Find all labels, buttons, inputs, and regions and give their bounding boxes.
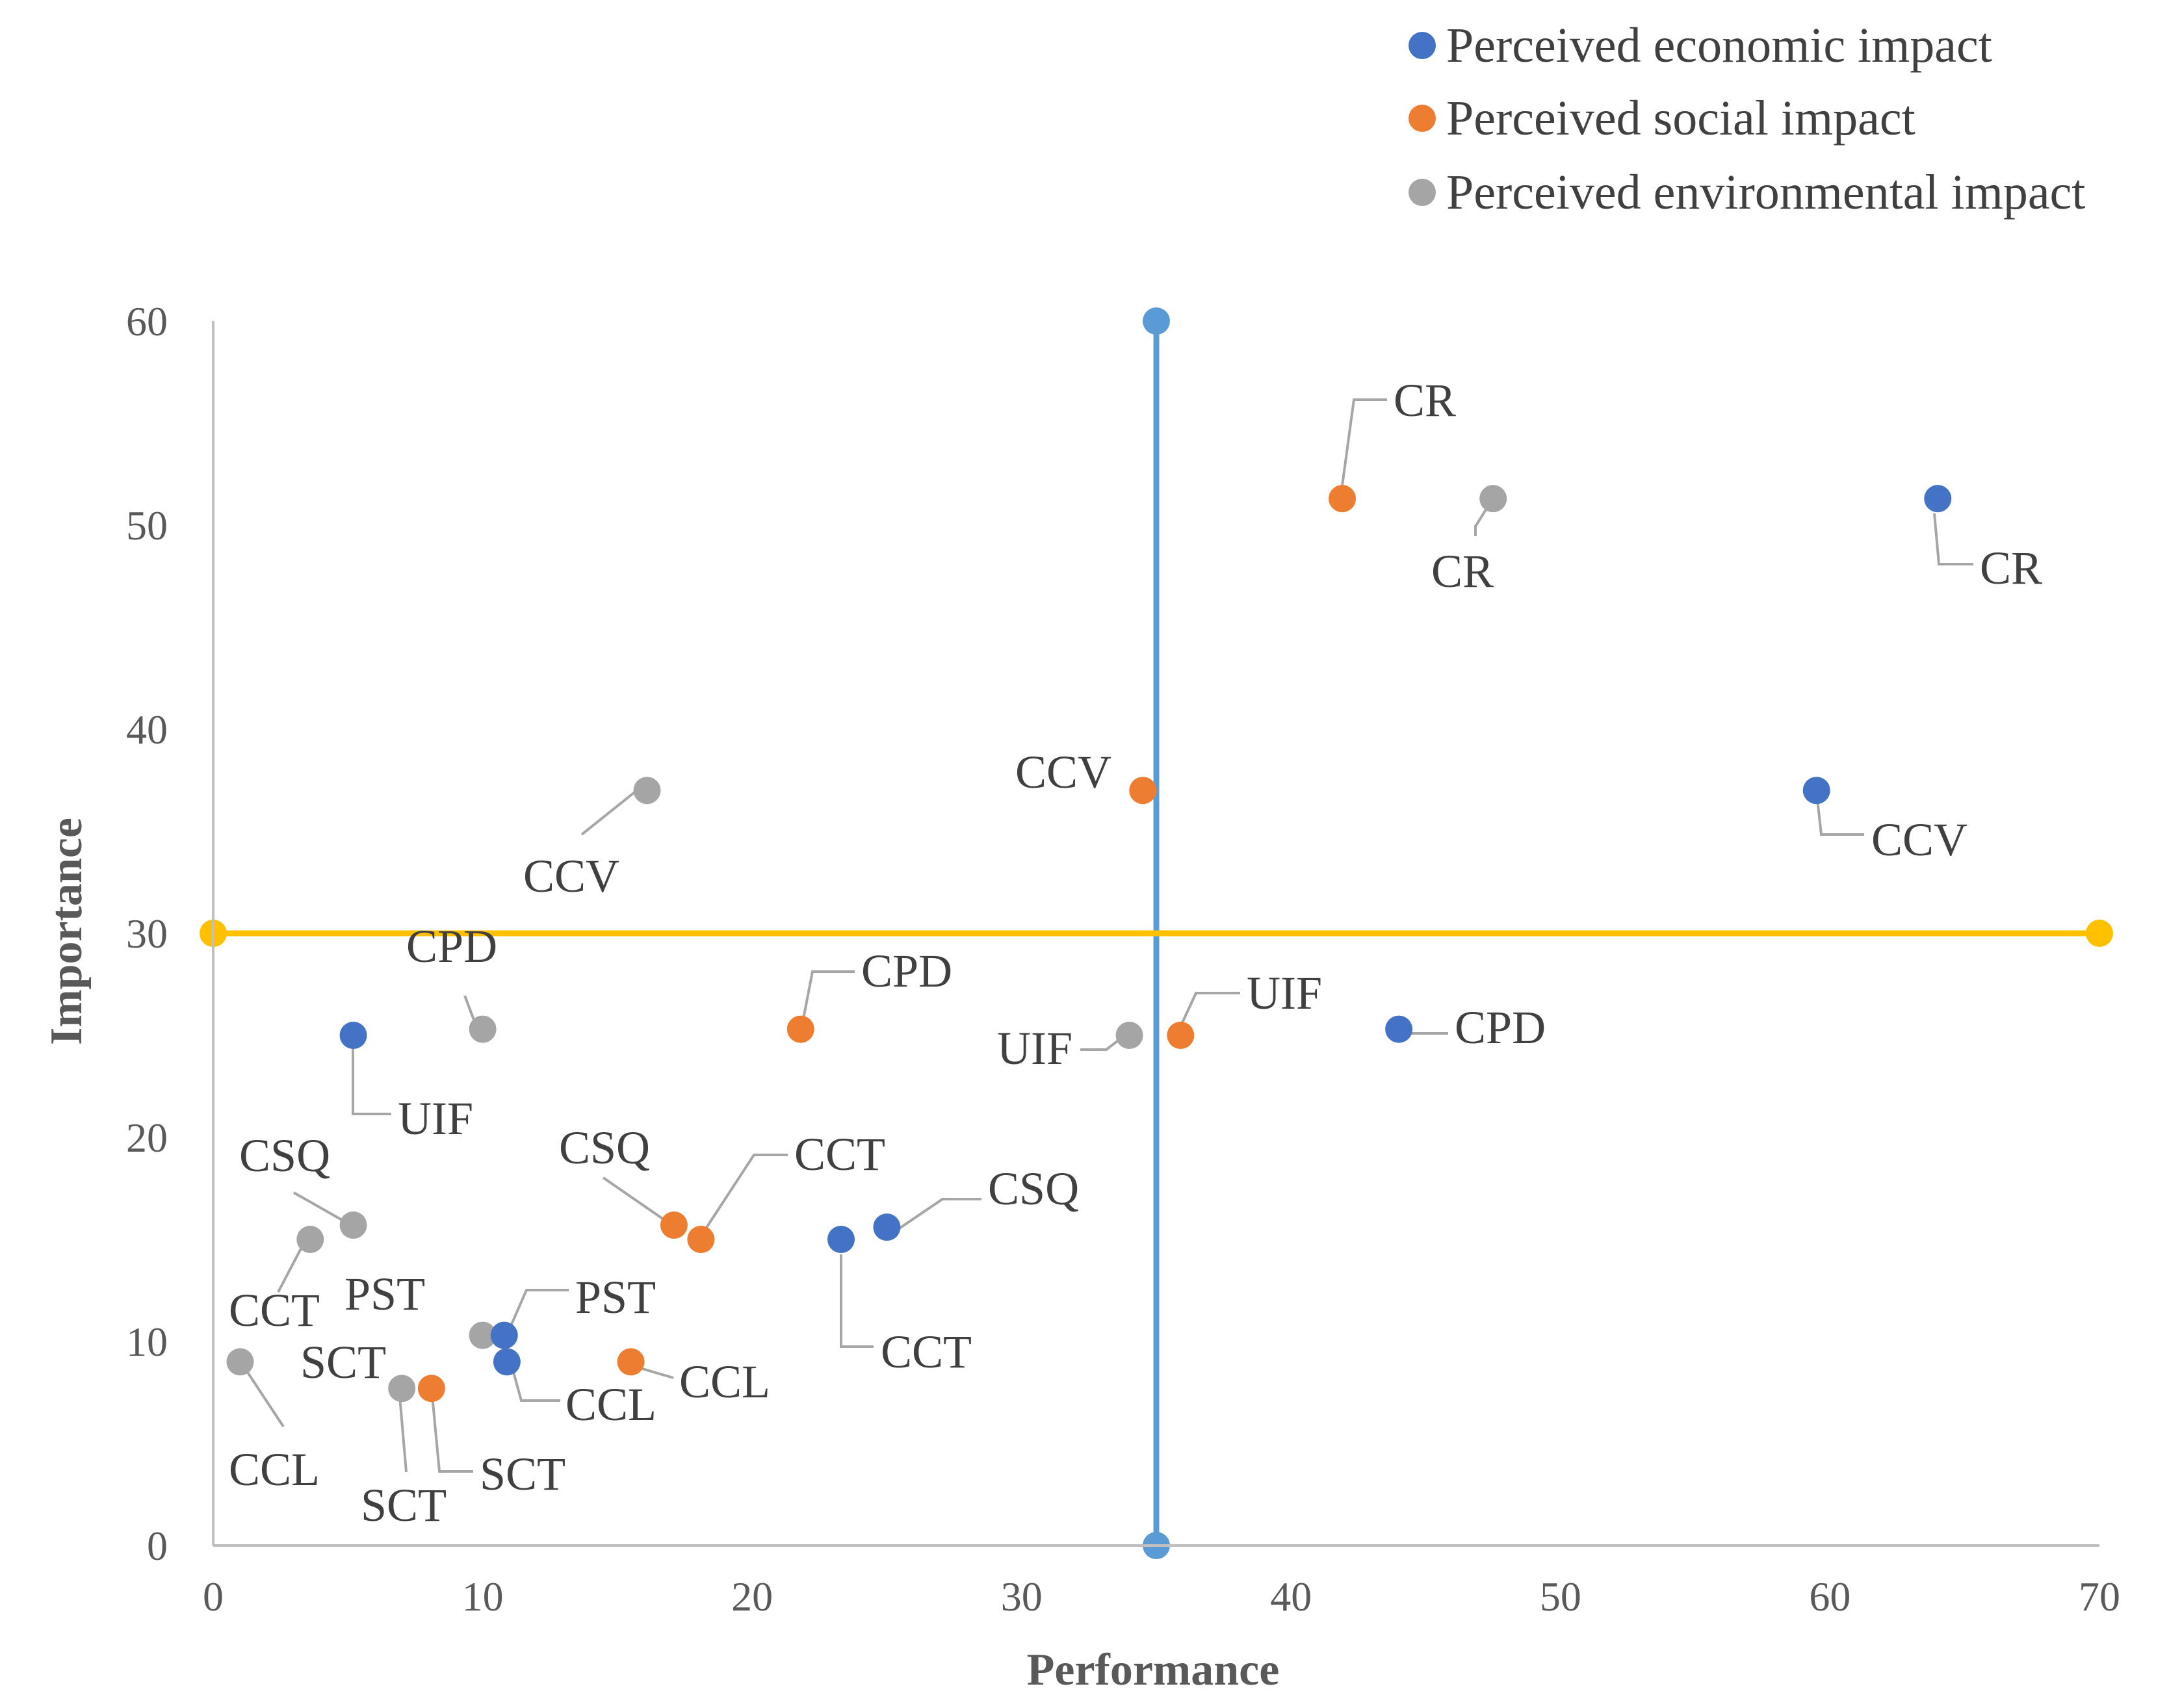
economic-point-pst xyxy=(490,1321,518,1349)
social-point-ccl xyxy=(617,1348,645,1376)
social-label-cct: CCT xyxy=(794,1128,885,1180)
economic-point-ccv xyxy=(1802,777,1830,805)
environmental-point-uif xyxy=(1115,1022,1143,1049)
environmental-label-cct: CCT xyxy=(229,1284,320,1336)
economic-point-ccl xyxy=(493,1348,521,1376)
legend-label-economic: Perceived economic impact xyxy=(1446,18,1992,73)
social-leader-uif xyxy=(1175,992,1240,1036)
economic-label-pst: PST xyxy=(575,1271,656,1323)
social-label-cpd: CPD xyxy=(861,945,952,997)
y-tick-label: 60 xyxy=(126,298,168,344)
y-tick-label: 0 xyxy=(147,1523,168,1569)
environmental-label-cpd: CPD xyxy=(406,920,497,972)
axes xyxy=(212,321,2099,1547)
horizontal-line-right-marker xyxy=(2086,920,2113,947)
environmental-point-cr xyxy=(1479,485,1507,513)
economic-point-cr xyxy=(1924,485,1952,513)
economic-label-csq: CSQ xyxy=(988,1163,1079,1215)
economic-leader-uif xyxy=(352,1039,391,1115)
environmental-point-cct xyxy=(296,1226,324,1253)
x-tick-label: 50 xyxy=(1540,1573,1581,1620)
environmental-label-ccv: CCV xyxy=(523,850,619,902)
social-leader-cct xyxy=(697,1154,788,1241)
leader-lines xyxy=(239,398,1973,1473)
legend-label-social: Perceived social impact xyxy=(1446,91,1916,146)
environmental-leader-sct-lower xyxy=(398,1388,408,1473)
legend: Perceived economic impact Perceived soci… xyxy=(1409,18,2085,220)
environmental-label-cr: CR xyxy=(1431,545,1494,597)
economic-label-uif: UIF xyxy=(398,1093,473,1145)
environmental-point-ccl xyxy=(226,1348,254,1376)
environmental-label-sct-lower: SCT xyxy=(361,1479,447,1531)
economic-point-uif xyxy=(339,1022,367,1049)
x-tick-label: 40 xyxy=(1270,1573,1312,1620)
economic-leader-cr xyxy=(1933,513,1973,565)
social-label-csq: CSQ xyxy=(559,1122,650,1174)
x-tick-label: 70 xyxy=(2079,1573,2120,1620)
x-tick-label: 30 xyxy=(1001,1573,1043,1620)
environmental-label-sct: SCT xyxy=(300,1336,386,1388)
x-tick-label: 60 xyxy=(1809,1573,1851,1620)
social-leader-cpd xyxy=(799,970,855,1033)
economic-label-ccv: CCV xyxy=(1871,814,1968,866)
tick-labels: 0 10 20 30 40 50 60 70 0 10 20 30 40 50 60 xyxy=(126,298,2120,1620)
data-points xyxy=(226,485,1952,1403)
economic-leader-ccv xyxy=(1816,799,1864,836)
y-axis-title: Importance xyxy=(42,818,92,1045)
environmental-label-uif: UIF xyxy=(997,1022,1072,1074)
social-point-cct xyxy=(687,1226,715,1253)
environmental-point-ccv xyxy=(633,777,661,805)
economic-label-ccl: CCL xyxy=(565,1378,656,1430)
economic-point-cct xyxy=(827,1226,855,1253)
vertical-line-top-marker xyxy=(1143,307,1170,335)
environmental-leader-ccv xyxy=(580,786,642,836)
environmental-point-cpd xyxy=(469,1015,497,1043)
x-tick-label: 0 xyxy=(203,1573,224,1620)
social-label-ccl: CCL xyxy=(679,1356,770,1408)
social-point-cr xyxy=(1329,485,1357,513)
legend-label-environmental: Perceived environmental impact xyxy=(1446,165,2085,220)
y-tick-label: 50 xyxy=(126,502,168,549)
economic-leader-csq xyxy=(887,1198,981,1237)
y-tick-label: 30 xyxy=(126,911,168,957)
social-label-ccv: CCV xyxy=(1015,746,1111,798)
social-point-sct xyxy=(417,1375,445,1403)
social-point-ccv xyxy=(1129,777,1157,805)
economic-leader-ccl xyxy=(511,1367,560,1402)
economic-point-csq xyxy=(873,1213,901,1241)
x-tick-label: 20 xyxy=(731,1573,773,1620)
social-label-uif: UIF xyxy=(1247,967,1322,1019)
legend-marker-social xyxy=(1409,105,1436,132)
social-point-cpd xyxy=(786,1015,814,1043)
x-tick-label: 10 xyxy=(462,1573,504,1620)
x-axis-title: Performance xyxy=(1027,1645,1280,1695)
legend-marker-economic xyxy=(1409,32,1436,59)
social-point-uif xyxy=(1167,1022,1195,1049)
legend-marker-environmental xyxy=(1409,179,1436,206)
y-tick-label: 10 xyxy=(126,1319,168,1365)
environmental-point-csq xyxy=(339,1211,367,1239)
environmental-label-ccl: CCL xyxy=(229,1443,320,1495)
y-tick-label: 20 xyxy=(126,1115,168,1161)
social-point-csq xyxy=(660,1211,688,1239)
social-label-cr: CR xyxy=(1394,374,1456,426)
environmental-label-pst: PST xyxy=(344,1268,425,1320)
y-tick-label: 40 xyxy=(126,706,168,753)
economic-label-cct: CCT xyxy=(881,1326,972,1378)
social-leader-cr xyxy=(1339,398,1387,500)
environmental-point-sct xyxy=(388,1375,416,1403)
economic-label-cpd: CPD xyxy=(1455,1002,1546,1054)
environmental-point-pst xyxy=(469,1321,497,1349)
environmental-label-csq: CSQ xyxy=(239,1130,330,1182)
economic-point-cpd xyxy=(1385,1015,1413,1043)
social-label-sct: SCT xyxy=(480,1448,565,1500)
economic-leader-cct xyxy=(840,1254,874,1348)
economic-label-cr: CR xyxy=(1980,542,2042,594)
social-leader-sct xyxy=(430,1388,473,1473)
